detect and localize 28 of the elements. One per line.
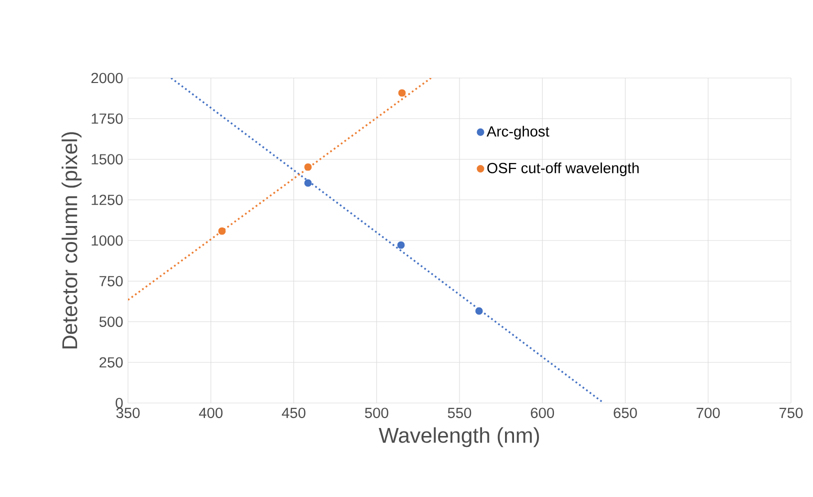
y-tick-label: 2000 (91, 72, 123, 84)
x-tick-label: 750 (780, 408, 803, 418)
y-tick-label: 1250 (92, 194, 123, 206)
x-tick-label: 600 (530, 408, 554, 418)
y-axis-title: Detector column (pixel) (62, 132, 82, 348)
x-tick-label: 700 (696, 408, 720, 418)
point (397, 241, 405, 249)
x-tick-label: 500 (364, 408, 388, 418)
x-axis-title: Wavelength (nm) (378, 427, 539, 448)
point (304, 179, 312, 187)
y-tick-label: 1500 (92, 154, 123, 164)
point (475, 307, 483, 315)
x-tick-label: 450 (282, 408, 306, 418)
point (398, 89, 406, 97)
legend-label: OSF cut-off wavelength (487, 162, 639, 176)
y-tick-label: 0 (116, 398, 123, 408)
x-tick-label: 550 (448, 408, 472, 418)
x-tick-label: 350 (116, 408, 140, 418)
legend-label: Arc-ghost (486, 126, 550, 140)
y-tick-label: 250 (100, 357, 123, 368)
y-tick-label: 1000 (92, 235, 123, 246)
point (304, 163, 312, 171)
y-tick-label: 1750 (92, 113, 123, 124)
x-tick-label: 400 (198, 408, 223, 418)
point (218, 227, 226, 235)
y-tick-label: 750 (100, 276, 123, 286)
x-tick-label: 650 (614, 408, 637, 418)
y-tick-label: 500 (99, 316, 123, 327)
